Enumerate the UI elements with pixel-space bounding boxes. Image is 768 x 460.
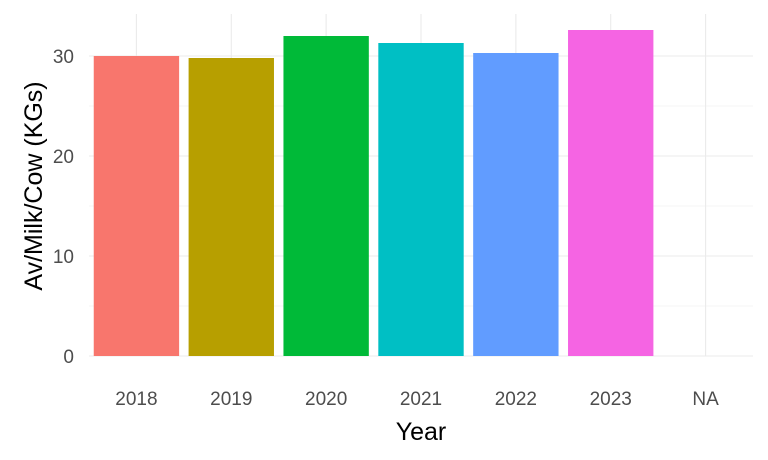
y-tick-label: 10 [53, 247, 74, 268]
bar-2021 [378, 43, 464, 356]
x-axis-title: Year [396, 418, 447, 446]
x-tick-label: 2022 [495, 389, 537, 410]
x-tick-label: 2021 [400, 389, 442, 410]
bar-2019 [188, 58, 274, 356]
x-tick-label: 2019 [210, 389, 252, 410]
y-tick-label: 30 [53, 47, 74, 68]
bar-2020 [283, 36, 369, 356]
bars [93, 30, 654, 356]
x-tick-label: 2020 [305, 389, 347, 410]
x-tick-label: 2018 [115, 389, 157, 410]
x-tick-label: 2023 [590, 389, 632, 410]
bar-2018 [93, 56, 180, 356]
x-tick-label: NA [692, 389, 719, 410]
bar-2022 [473, 53, 559, 356]
x-tick-labels: 2018 2019 2020 2021 2022 2023 NA [115, 389, 719, 410]
bar-2023 [568, 30, 654, 356]
y-axis-title: Av/Milk/Cow (KGs) [20, 81, 48, 290]
y-tick-labels: 0 10 20 30 [53, 47, 74, 368]
y-tick-label: 20 [53, 147, 74, 168]
y-tick-label: 0 [63, 347, 74, 368]
